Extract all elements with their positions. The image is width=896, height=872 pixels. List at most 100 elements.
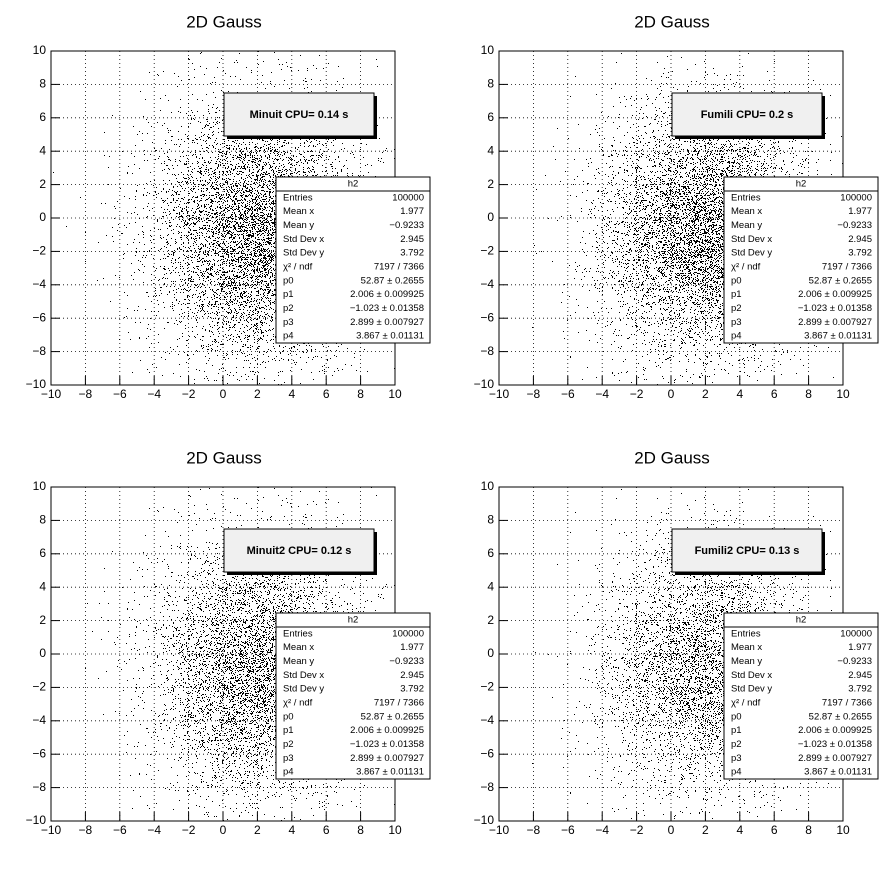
stats-label: Entries [731, 192, 761, 203]
stats-label: p2 [283, 739, 294, 750]
stats-value: 3.792 [400, 248, 424, 259]
x-tick-label: 8 [357, 823, 364, 837]
chart-title: 2D Gauss [186, 448, 262, 467]
y-tick-label: −6 [32, 746, 46, 760]
stats-value: −1.023 ± 0.01358 [798, 739, 872, 750]
annotation: Fumili2 CPU= 0.13 s [695, 545, 800, 557]
x-tick-label: −4 [147, 823, 161, 837]
stats-label: p0 [283, 275, 294, 286]
stats-value: 52.87 ± 0.2655 [361, 275, 424, 286]
stats-value: 1.977 [400, 642, 424, 653]
stats-value: 1.977 [848, 642, 872, 653]
stats-label: p3 [731, 753, 742, 764]
stats-value: 2.945 [400, 670, 424, 681]
x-tick-label: −6 [561, 823, 575, 837]
stats-label: Std Dev y [731, 248, 772, 259]
x-tick-label: −2 [630, 823, 644, 837]
stats-value: 100000 [840, 192, 872, 203]
stats-label: Std Dev y [283, 684, 324, 695]
x-tick-label: 8 [357, 387, 364, 401]
y-tick-label: 0 [487, 646, 494, 660]
stats-label: Mean y [283, 656, 314, 667]
stats-label: Entries [283, 628, 313, 639]
stats-value: 3.867 ± 0.01131 [804, 331, 872, 342]
x-tick-label: −8 [79, 387, 93, 401]
y-tick-label: −2 [480, 680, 494, 694]
y-tick-label: 2 [39, 177, 46, 191]
stats-value: 3.867 ± 0.01131 [356, 767, 424, 778]
stats-value: −1.023 ± 0.01358 [350, 739, 424, 750]
x-tick-label: −8 [79, 823, 93, 837]
y-tick-label: −6 [480, 746, 494, 760]
stats-value: 1.977 [848, 206, 872, 217]
stats-label: χ² / ndf [731, 698, 761, 709]
x-tick-label: 4 [736, 823, 743, 837]
y-tick-label: −4 [32, 713, 46, 727]
stats-value: 2.006 ± 0.009925 [798, 289, 872, 300]
stats-value: 7197 / 7366 [374, 262, 424, 273]
y-tick-label: −10 [26, 377, 47, 391]
x-tick-label: 10 [388, 387, 402, 401]
x-tick-label: 0 [668, 387, 675, 401]
stats-value: 7197 / 7366 [374, 698, 424, 709]
stats-value: −0.9233 [837, 220, 872, 231]
y-tick-label: −4 [480, 713, 494, 727]
stats-value: 52.87 ± 0.2655 [361, 711, 424, 722]
x-tick-label: 10 [836, 823, 850, 837]
stats-label: p2 [283, 303, 294, 314]
x-tick-label: 6 [323, 823, 330, 837]
stats-label: p2 [731, 739, 742, 750]
stats-label: p4 [283, 331, 294, 342]
x-tick-label: 2 [254, 823, 261, 837]
y-tick-label: 10 [33, 479, 47, 493]
stats-value: 2.945 [848, 234, 872, 245]
x-tick-label: 10 [388, 823, 402, 837]
y-tick-label: −10 [26, 813, 47, 827]
x-tick-label: 2 [702, 387, 709, 401]
x-tick-label: 0 [220, 823, 227, 837]
stats-label: p1 [731, 289, 742, 300]
stats-value: −1.023 ± 0.01358 [798, 303, 872, 314]
x-tick-label: −6 [113, 823, 127, 837]
y-tick-label: 8 [39, 513, 46, 527]
x-tick-label: 6 [771, 823, 778, 837]
x-tick-label: −4 [595, 823, 609, 837]
stats-label: Std Dev x [283, 670, 324, 681]
stats-value: 52.87 ± 0.2655 [809, 711, 872, 722]
x-tick-label: 0 [220, 387, 227, 401]
stats-label: Mean x [731, 642, 762, 653]
stats-value: 2.945 [400, 234, 424, 245]
stats-title: h2 [796, 179, 807, 190]
x-tick-label: 10 [836, 387, 850, 401]
x-tick-label: −2 [182, 823, 196, 837]
y-tick-label: 6 [487, 110, 494, 124]
stats-label: p3 [731, 317, 742, 328]
stats-label: χ² / ndf [283, 262, 313, 273]
stats-label: p3 [283, 317, 294, 328]
stats-value: 3.792 [400, 684, 424, 695]
y-tick-label: 2 [487, 177, 494, 191]
x-tick-label: −6 [113, 387, 127, 401]
stats-value: 7197 / 7366 [822, 262, 872, 273]
stats-value: −1.023 ± 0.01358 [350, 303, 424, 314]
stats-value: 100000 [840, 628, 872, 639]
stats-label: p0 [731, 711, 742, 722]
pad: 2D Gauss−10 −8 −6 −4 −2 0 2 4 6 8 10−10−8−6−4−2024… [474, 12, 878, 401]
stats-label: p2 [731, 303, 742, 314]
y-tick-label: 4 [487, 579, 494, 593]
y-tick-label: −2 [32, 244, 46, 258]
y-tick-label: 10 [481, 43, 495, 57]
x-tick-label: −4 [595, 387, 609, 401]
y-tick-label: −6 [480, 310, 494, 324]
y-tick-label: 8 [487, 513, 494, 527]
chart-title: 2D Gauss [186, 12, 262, 31]
stats-value: 2.945 [848, 670, 872, 681]
stats-value: 2.899 ± 0.007927 [350, 753, 424, 764]
stats-label: Std Dev y [731, 684, 772, 695]
y-tick-label: −4 [480, 277, 494, 291]
stats-label: Mean y [731, 656, 762, 667]
y-tick-label: 8 [487, 77, 494, 91]
y-tick-label: 4 [39, 143, 46, 157]
y-tick-label: 0 [39, 210, 46, 224]
x-tick-label: 4 [288, 823, 295, 837]
